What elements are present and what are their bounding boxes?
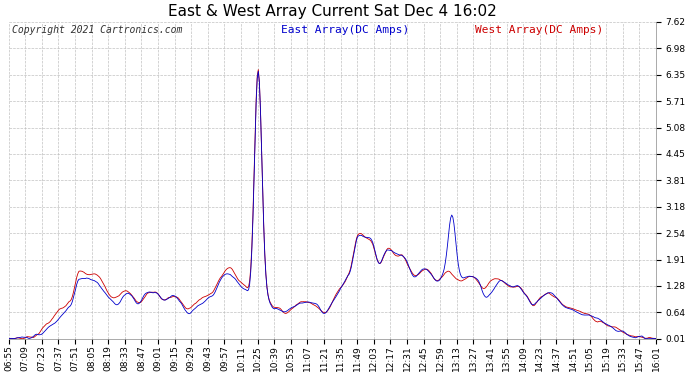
Text: West Array(DC Amps): West Array(DC Amps)	[475, 25, 603, 35]
Text: East Array(DC Amps): East Array(DC Amps)	[281, 25, 408, 35]
Text: Copyright 2021 Cartronics.com: Copyright 2021 Cartronics.com	[12, 25, 182, 35]
Title: East & West Array Current Sat Dec 4 16:02: East & West Array Current Sat Dec 4 16:0…	[168, 4, 497, 19]
